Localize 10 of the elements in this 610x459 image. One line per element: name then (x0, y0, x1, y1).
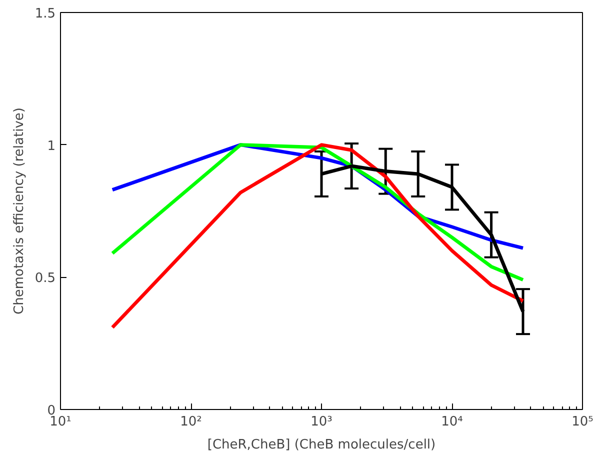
y-axis-title: Chemotaxis efficiency (relative) (12, 108, 27, 314)
y-tick-label: 1 (47, 138, 56, 154)
x-tick-label: 10⁵ (572, 414, 594, 430)
y-tick-label: 1.5 (34, 6, 56, 22)
x-tick-label: 10¹ (50, 414, 72, 430)
x-tick-label: 10² (180, 414, 202, 430)
x-axis-title: [CheR,CheB] (CheB molecules/cell) (207, 438, 436, 452)
y-tick-label: 0.5 (34, 271, 56, 286)
x-tick-label: 10³ (310, 414, 332, 430)
x-tick-label: 10⁴ (441, 414, 463, 430)
